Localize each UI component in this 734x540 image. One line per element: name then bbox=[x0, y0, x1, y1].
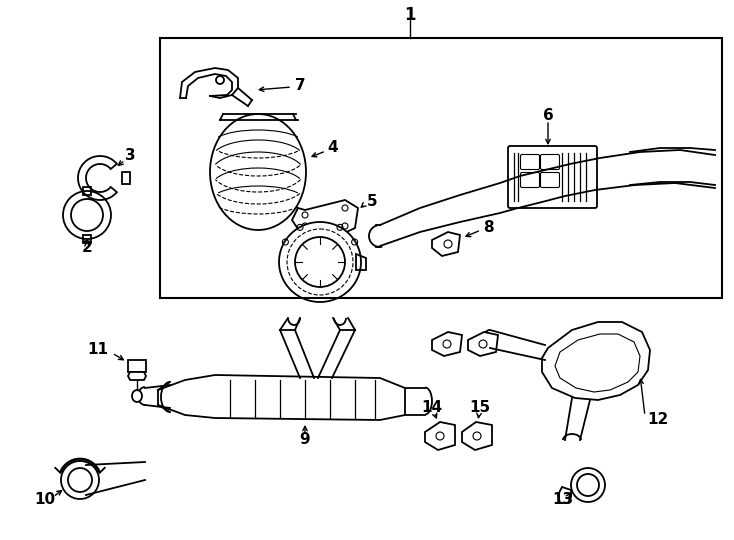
Polygon shape bbox=[292, 200, 358, 235]
Polygon shape bbox=[158, 375, 405, 420]
Ellipse shape bbox=[571, 468, 605, 502]
Bar bbox=[83, 235, 91, 243]
Ellipse shape bbox=[61, 461, 99, 499]
Text: 14: 14 bbox=[421, 401, 443, 415]
Bar bbox=[160, 38, 722, 298]
Text: 11: 11 bbox=[87, 342, 109, 357]
Text: 13: 13 bbox=[553, 492, 573, 508]
Polygon shape bbox=[542, 322, 650, 400]
Text: 10: 10 bbox=[34, 492, 56, 508]
Text: 3: 3 bbox=[125, 147, 135, 163]
Text: 2: 2 bbox=[81, 240, 92, 255]
Text: 5: 5 bbox=[367, 194, 377, 210]
Text: 4: 4 bbox=[327, 140, 338, 156]
Text: 1: 1 bbox=[404, 6, 415, 24]
Ellipse shape bbox=[132, 390, 142, 402]
Polygon shape bbox=[128, 372, 146, 380]
Bar bbox=[83, 187, 91, 195]
Text: 6: 6 bbox=[542, 107, 553, 123]
FancyBboxPatch shape bbox=[508, 146, 597, 208]
Ellipse shape bbox=[210, 114, 306, 230]
Bar bbox=[128, 360, 146, 372]
Ellipse shape bbox=[279, 222, 361, 302]
Text: 9: 9 bbox=[299, 433, 310, 448]
Text: 8: 8 bbox=[483, 220, 493, 235]
Polygon shape bbox=[558, 487, 571, 503]
Polygon shape bbox=[425, 422, 455, 450]
Text: 12: 12 bbox=[647, 413, 669, 428]
Polygon shape bbox=[462, 422, 492, 450]
Polygon shape bbox=[432, 232, 460, 256]
Text: 15: 15 bbox=[470, 401, 490, 415]
Polygon shape bbox=[432, 332, 462, 356]
Polygon shape bbox=[468, 332, 498, 356]
Text: 7: 7 bbox=[294, 78, 305, 93]
